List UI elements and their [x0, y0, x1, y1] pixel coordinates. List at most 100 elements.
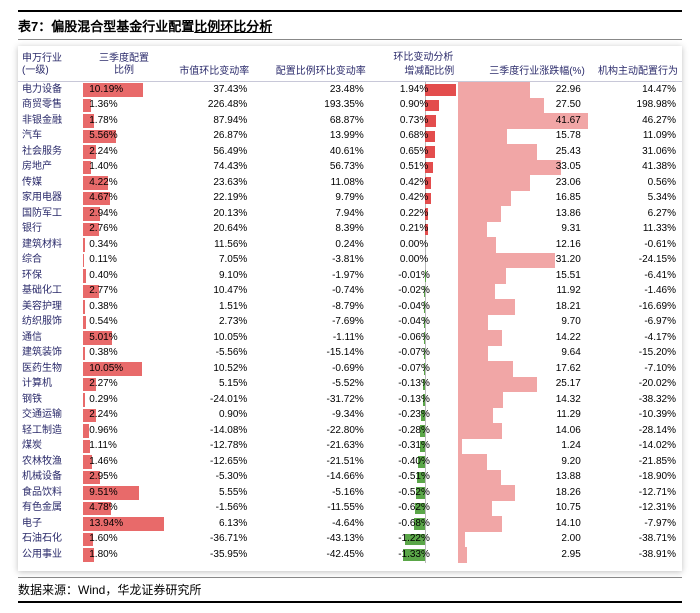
cell-industry: 通信	[18, 330, 83, 346]
table-row: 环保0.40%9.10%-1.97%-0.01%15.51-6.41%	[18, 268, 682, 284]
cell-industry: 有色金属	[18, 501, 83, 517]
table-row: 纺织服饰0.54%2.73%-7.69%-0.04%9.70-6.97%	[18, 315, 682, 331]
cell-cfg-change: 13.99%	[253, 129, 369, 145]
table-row: 公用事业1.80%-35.95%-42.45%-1.33%2.95-38.91%	[18, 547, 682, 563]
cell-active: 41.38%	[589, 160, 682, 176]
cell-industry: 公用事业	[18, 547, 83, 563]
cell-depth: 13.86	[458, 206, 588, 222]
cell-depth: 9.64	[458, 346, 588, 362]
cell-active: -0.61%	[589, 237, 682, 253]
table-row: 传媒4.22%23.63%11.08%0.42%23.060.56%	[18, 175, 682, 191]
cell-mv-change: 87.94%	[165, 113, 254, 129]
cell-active: -21.85%	[589, 454, 682, 470]
cell-mv-change: 5.15%	[165, 377, 254, 393]
cell-active: -18.90%	[589, 470, 682, 486]
cell-active: -7.10%	[589, 361, 682, 377]
cell-cfg-change: -14.66%	[253, 470, 369, 486]
cell-alloc: 2.76%	[83, 222, 165, 238]
cell-alloc: 0.29%	[83, 392, 165, 408]
cell-mv-change: 6.13%	[165, 516, 254, 532]
cell-active: 11.09%	[589, 129, 682, 145]
cell-industry: 医药生物	[18, 361, 83, 377]
cell-cfg-change: -21.51%	[253, 454, 369, 470]
cell-cfg-change: -5.16%	[253, 485, 369, 501]
cell-cfg-change: -21.63%	[253, 439, 369, 455]
cell-alloc: 10.19%	[83, 82, 165, 98]
cell-chg-ratio: 0.42%	[370, 191, 459, 207]
table-row: 建筑材料0.34%11.56%0.24%0.00%12.16-0.61%	[18, 237, 682, 253]
cell-chg-ratio: 0.22%	[370, 206, 459, 222]
table-row: 医药生物10.05%10.52%-0.69%-0.07%17.62-7.10%	[18, 361, 682, 377]
cell-depth: 9.70	[458, 315, 588, 331]
cell-alloc: 4.67%	[83, 191, 165, 207]
cell-mv-change: -24.01%	[165, 392, 254, 408]
cell-active: -4.17%	[589, 330, 682, 346]
cell-mv-change: -14.08%	[165, 423, 254, 439]
cell-cfg-change: -11.55%	[253, 501, 369, 517]
cell-depth: 14.10	[458, 516, 588, 532]
cell-alloc: 2.94%	[83, 206, 165, 222]
cell-chg-ratio: -0.06%	[370, 330, 459, 346]
cell-depth: 9.31	[458, 222, 588, 238]
cell-alloc: 1.46%	[83, 454, 165, 470]
cell-mv-change: 10.47%	[165, 284, 254, 300]
cell-chg-ratio: 0.90%	[370, 98, 459, 114]
cell-depth: 14.06	[458, 423, 588, 439]
table-row: 石油石化1.60%-36.71%-43.13%-1.22%2.00-38.71%	[18, 532, 682, 548]
table-row: 电力设备10.19%37.43%23.48%1.94%22.9614.47%	[18, 82, 682, 98]
cell-industry: 钢铁	[18, 392, 83, 408]
cell-chg-ratio: 1.94%	[370, 82, 459, 98]
table-row: 商贸零售1.36%226.48%193.35%0.90%27.50198.98%	[18, 98, 682, 114]
cell-alloc: 2.77%	[83, 284, 165, 300]
cell-depth: 9.20	[458, 454, 588, 470]
cell-industry: 家用电器	[18, 191, 83, 207]
cell-alloc: 1.11%	[83, 439, 165, 455]
cell-chg-ratio: -0.28%	[370, 423, 459, 439]
cell-cfg-change: -1.11%	[253, 330, 369, 346]
cell-depth: 14.22	[458, 330, 588, 346]
cell-active: -7.97%	[589, 516, 682, 532]
table-row: 农林牧渔1.46%-12.65%-21.51%-0.40%9.20-21.85%	[18, 454, 682, 470]
cell-mv-change: 26.87%	[165, 129, 254, 145]
cell-mv-change: 5.55%	[165, 485, 254, 501]
header-active: 机构主动配置行为	[589, 65, 682, 82]
cell-active: 46.27%	[589, 113, 682, 129]
cell-industry: 商贸零售	[18, 98, 83, 114]
cell-industry: 轻工制造	[18, 423, 83, 439]
cell-mv-change: 37.43%	[165, 82, 254, 98]
cell-alloc: 2.95%	[83, 470, 165, 486]
table-row: 计算机2.27%5.15%-5.52%-0.13%25.17-20.02%	[18, 377, 682, 393]
header-cfg-change: 配置比例环比变动率	[253, 65, 369, 82]
table-row: 食品饮料9.51%5.55%-5.16%-0.52%18.26-12.71%	[18, 485, 682, 501]
cell-alloc: 0.38%	[83, 346, 165, 362]
cell-industry: 汽车	[18, 129, 83, 145]
cell-active: -24.15%	[589, 253, 682, 269]
cell-chg-ratio: 0.68%	[370, 129, 459, 145]
table-row: 综合0.11%7.05%-3.81%0.00%31.20-24.15%	[18, 253, 682, 269]
cell-chg-ratio: -0.07%	[370, 346, 459, 362]
cell-chg-ratio: 0.51%	[370, 160, 459, 176]
cell-alloc: 0.11%	[83, 253, 165, 269]
cell-mv-change: 11.56%	[165, 237, 254, 253]
cell-depth: 41.67	[458, 113, 588, 129]
cell-cfg-change: -4.64%	[253, 516, 369, 532]
cell-chg-ratio: -0.04%	[370, 299, 459, 315]
cell-active: -15.20%	[589, 346, 682, 362]
table-row: 国防军工2.94%20.13%7.94%0.22%13.866.27%	[18, 206, 682, 222]
cell-cfg-change: -0.69%	[253, 361, 369, 377]
cell-mv-change: 226.48%	[165, 98, 254, 114]
cell-alloc: 5.56%	[83, 129, 165, 145]
table-container: 申万行业(一级) 三季度配置比例 环比变动分析 市值环比变动率 配置比例环比变动…	[18, 46, 682, 571]
table-row: 钢铁0.29%-24.01%-31.72%-0.13%14.32-38.32%	[18, 392, 682, 408]
cell-industry: 国防军工	[18, 206, 83, 222]
cell-chg-ratio: -0.51%	[370, 470, 459, 486]
cell-chg-ratio: -1.22%	[370, 532, 459, 548]
cell-mv-change: 10.52%	[165, 361, 254, 377]
data-source-footer: 数据来源：Wind，华龙证券研究所	[18, 577, 682, 603]
cell-active: -38.91%	[589, 547, 682, 563]
cell-industry: 食品饮料	[18, 485, 83, 501]
cell-cfg-change: -22.80%	[253, 423, 369, 439]
cell-alloc: 1.78%	[83, 113, 165, 129]
cell-chg-ratio: -0.01%	[370, 268, 459, 284]
cell-alloc: 0.34%	[83, 237, 165, 253]
